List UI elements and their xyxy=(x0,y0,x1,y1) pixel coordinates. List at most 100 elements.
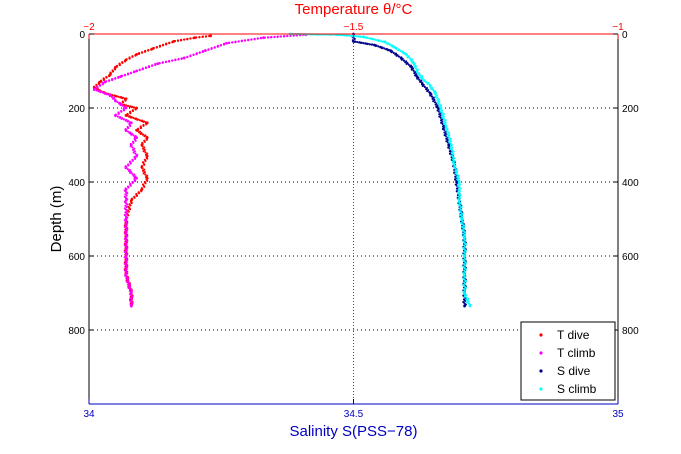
data-point-t-climb xyxy=(182,56,186,60)
trace-dot-t-climb xyxy=(247,39,250,42)
trace-dot-t-climb xyxy=(126,240,129,243)
trace-dot-t-climb xyxy=(129,171,132,174)
trace-dot-t-climb xyxy=(127,279,130,282)
trace-dot-t-dive xyxy=(133,196,136,199)
trace-dot-s-climb xyxy=(402,52,406,55)
trace-dot-s-dive xyxy=(380,46,384,50)
x-bottom-tick-label: 34 xyxy=(83,409,95,420)
trace-dot-t-climb xyxy=(126,167,129,171)
trace-dot-s-climb xyxy=(355,35,358,38)
trace-dot-t-climb xyxy=(130,289,133,292)
y-tick-label-left: 400 xyxy=(68,178,85,189)
trace-dot-t-climb xyxy=(134,157,137,160)
x-top-tick-label: −2 xyxy=(83,22,95,33)
y-axis-label: Depth (m) xyxy=(48,186,65,253)
trace-dot-t-climb xyxy=(97,90,100,93)
trace-dot-s-dive xyxy=(423,85,427,89)
trace-dot-s-climb xyxy=(458,207,461,210)
legend-marker-s-climb xyxy=(539,387,543,391)
trace-dot-s-dive xyxy=(362,42,365,45)
trace-dot-t-dive xyxy=(158,45,162,48)
trace-dot-s-climb xyxy=(459,202,462,205)
trace-dot-s-dive xyxy=(430,95,434,98)
trace-dot-s-climb xyxy=(348,34,351,37)
trace-dot-s-climb xyxy=(458,190,461,193)
trace-dot-t-dive xyxy=(134,108,137,111)
trace-dot-t-climb xyxy=(270,36,273,39)
trace-dot-t-climb xyxy=(127,277,130,280)
trace-dot-t-climb xyxy=(131,146,134,149)
trace-dot-t-dive xyxy=(134,54,137,57)
trace-dot-t-climb xyxy=(161,61,164,64)
trace-dot-s-climb xyxy=(416,70,419,74)
trace-dot-t-climb xyxy=(134,179,137,183)
trace-dot-t-climb xyxy=(256,37,259,40)
trace-dot-t-dive xyxy=(117,95,120,98)
trace-dot-t-dive xyxy=(124,99,127,102)
trace-dot-s-climb xyxy=(461,228,464,231)
y-tick-label-right: 200 xyxy=(622,104,639,115)
trace-dot-s-climb xyxy=(451,146,454,149)
trace-dot-s-climb xyxy=(459,213,462,217)
trace-dot-s-climb xyxy=(436,97,439,100)
data-point-t-climb xyxy=(135,154,139,158)
x-bottom-tick-label: 35 xyxy=(612,409,624,420)
trace-dot-t-climb xyxy=(130,133,133,136)
trace-dot-t-dive xyxy=(150,48,153,51)
trace-dot-t-climb xyxy=(110,95,114,98)
trace-dot-s-climb xyxy=(457,177,460,180)
data-point-t-climb xyxy=(119,75,123,78)
y-tick-label-left: 200 xyxy=(68,104,85,115)
series-layer xyxy=(92,32,472,308)
trace-dot-t-dive xyxy=(121,61,124,64)
trace-dot-t-climb xyxy=(128,132,131,135)
trace-dot-t-climb xyxy=(129,184,132,187)
legend-item-t-dive: T dive xyxy=(539,328,590,342)
trace-dot-t-climb xyxy=(124,167,127,170)
legend-item-s-climb: S climb xyxy=(539,382,597,396)
trace-dot-s-dive xyxy=(438,113,441,116)
trace-dot-s-dive xyxy=(432,100,435,103)
trace-dot-t-climb xyxy=(111,97,115,100)
trace-dot-s-climb xyxy=(413,63,416,66)
trace-dot-t-dive xyxy=(144,151,147,154)
trace-dot-s-climb xyxy=(392,46,395,49)
trace-dot-t-climb xyxy=(126,246,129,250)
data-point-t-climb xyxy=(262,36,265,40)
data-point-t-climb xyxy=(203,49,207,53)
trace-dot-s-dive xyxy=(370,43,373,46)
trace-dot-t-dive xyxy=(141,147,145,150)
trace-dot-t-climb xyxy=(131,159,134,162)
trace-dot-s-climb xyxy=(458,209,461,213)
trace-dot-t-dive xyxy=(138,131,141,134)
trace-dot-t-climb xyxy=(129,285,132,288)
trace-dot-s-climb xyxy=(463,231,467,234)
trace-dot-t-climb xyxy=(120,110,123,113)
trace-dot-t-climb xyxy=(133,71,136,74)
trace-dot-s-dive xyxy=(455,187,459,190)
trace-dot-s-dive xyxy=(447,146,450,149)
trace-dot-s-climb xyxy=(464,280,467,283)
trace-dot-s-climb xyxy=(458,196,461,199)
trace-dot-s-climb xyxy=(380,40,383,43)
trace-dot-t-climb xyxy=(127,169,131,172)
trace-dot-t-dive xyxy=(129,112,132,115)
trace-dot-s-climb xyxy=(461,225,464,229)
trace-dot-s-climb xyxy=(438,103,441,106)
trace-dot-t-dive xyxy=(127,214,130,217)
trace-dot-t-climb xyxy=(276,35,279,38)
trace-dot-t-climb xyxy=(240,40,243,43)
trace-dot-t-climb xyxy=(122,109,126,112)
trace-dot-s-climb xyxy=(463,293,466,296)
trace-dot-t-climb xyxy=(282,35,286,38)
trace-dot-s-climb xyxy=(439,110,442,113)
trace-dot-t-climb xyxy=(167,60,171,63)
trace-dot-s-dive xyxy=(359,41,363,45)
trace-dot-t-climb xyxy=(207,48,210,51)
trace-dot-t-climb xyxy=(138,69,141,72)
trace-dot-s-dive xyxy=(441,127,445,131)
trace-dot-s-dive xyxy=(443,134,446,137)
trace-dot-t-dive xyxy=(122,101,125,104)
trace-dot-t-dive xyxy=(111,94,114,97)
trace-dot-t-dive xyxy=(208,35,211,38)
